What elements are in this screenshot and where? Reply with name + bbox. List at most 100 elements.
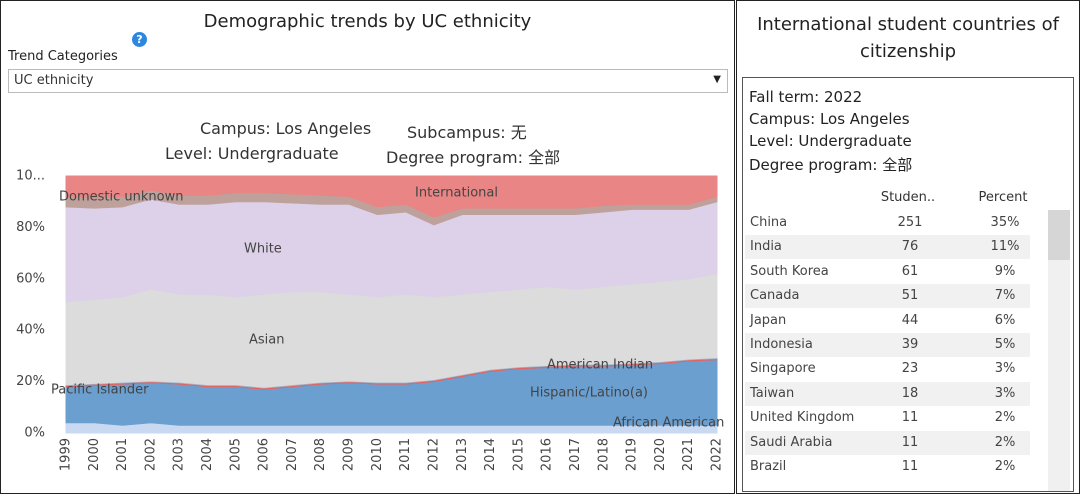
table-row: Taiwan 18 3% (745, 381, 1030, 406)
y-tick-label: 80% (16, 220, 45, 235)
table-row: South Korea 61 9% (745, 260, 1030, 284)
country: Japan (750, 312, 787, 328)
dropdown-value: UC ethnicity (14, 73, 94, 88)
percent: 9% (994, 263, 1016, 279)
table-row: Japan 44 6% (745, 309, 1030, 333)
count: 251 (897, 215, 923, 230)
count: 11 (901, 459, 919, 474)
column-header: Studen.. (880, 190, 936, 205)
scrollbar[interactable] (1048, 210, 1070, 491)
table-row: United Kingdom 11 2% (745, 406, 1030, 430)
panel-title: International student countries of citiz… (757, 14, 1059, 62)
x-tick-label: 1999 (59, 438, 74, 471)
count: 11 (901, 434, 919, 450)
x-tick-label: 2003 (172, 438, 187, 471)
x-tick-label: 2017 (568, 438, 583, 471)
country: Brazil (750, 459, 787, 474)
percent: 6% (994, 312, 1016, 328)
panel-title: Demographic trends by UC ethnicity (203, 11, 532, 32)
count: 76 (901, 239, 919, 255)
percent: 7% (994, 288, 1016, 304)
area (65, 175, 718, 218)
x-tick-label: 2014 (483, 438, 498, 471)
x-tick-label: 2018 (596, 438, 611, 471)
table-row: Brazil 11 2% (745, 455, 1030, 479)
percent: 2% (994, 434, 1016, 450)
scroll-thumb[interactable] (1048, 210, 1070, 260)
y-tick-label: 20% (16, 374, 45, 389)
info-text: Campus: Los Angeles (749, 110, 910, 128)
country: Canada (750, 288, 800, 304)
x-tick-label: 2009 (342, 438, 357, 471)
x-tick-label: 2007 (285, 438, 300, 471)
x-tick-label: 2010 (370, 438, 385, 471)
x-tick-label: 2004 (200, 438, 215, 471)
percent: 5% (994, 337, 1016, 352)
series-label: African American (613, 416, 724, 431)
info-text: Degree program: 全部 (386, 148, 561, 167)
series-label: International (415, 186, 498, 201)
series-label: Pacific Islander (51, 383, 149, 398)
series-label: Asian (249, 333, 284, 348)
series-label: Domestic unknown (59, 190, 183, 205)
chart: 0% 20% 40% 60% 80% 10... 1999 2000 2001 2002 2003 2… (16, 169, 724, 472)
country: Indonesia (750, 337, 813, 352)
x-tick-label: 2020 (653, 438, 668, 471)
help-icon[interactable]: ? (132, 32, 147, 47)
info-text: Degree program: 全部 (749, 156, 913, 174)
percent: 3% (994, 361, 1016, 377)
percent: 11% (990, 239, 1020, 255)
table-row: India 76 11% (745, 235, 1030, 260)
country: India (750, 239, 782, 255)
y-tick-label: 10... (16, 169, 45, 184)
x-tick-label: 2015 (511, 438, 526, 471)
count: 61 (901, 263, 919, 279)
info-text: Subcampus: 无 (407, 123, 527, 142)
count: 51 (901, 288, 919, 304)
info-text: Campus: Los Angeles (200, 119, 372, 138)
x-tick-label: 2012 (426, 438, 441, 471)
info-text: Level: Undergraduate (749, 132, 912, 150)
x-tick-label: 2011 (398, 438, 413, 471)
y-tick-label: 60% (16, 271, 45, 286)
x-tick-label: 2019 (625, 438, 640, 471)
series-label: American Indian (547, 358, 653, 373)
table-row: Singapore 23 3% (745, 357, 1030, 381)
column-header: Percent (978, 190, 1028, 205)
series-label: Hispanic/Latino(a) (530, 386, 648, 401)
x-tick-label: 2013 (455, 438, 470, 471)
count: 39 (901, 337, 919, 352)
table-row: Indonesia 39 5% (745, 333, 1030, 357)
left-panel: Demographic trends by UC ethnicity ? Tre… (0, 0, 735, 494)
x-tick-label: 2005 (228, 438, 243, 471)
series-label: White (244, 242, 282, 257)
x-tick-label: 2006 (257, 438, 272, 471)
table-row: China 251 35% (745, 211, 1030, 235)
y-tick-label: 0% (24, 426, 45, 441)
x-tick-label: 2021 (681, 438, 696, 471)
country: Taiwan (750, 385, 795, 401)
filter-label: Trend Categories (8, 49, 118, 64)
percent: 2% (994, 459, 1016, 474)
dropdown-arrow: ▼ (713, 74, 721, 85)
count: 23 (901, 361, 919, 377)
country: United Kingdom (750, 410, 855, 426)
count: 11 (901, 410, 919, 426)
table-row: Saudi Arabia 11 2% (745, 430, 1030, 455)
percent: 35% (990, 215, 1020, 230)
info-text: Fall term: 2022 (749, 88, 863, 106)
count: 18 (901, 385, 919, 401)
y-tick-label: 40% (16, 323, 45, 338)
x-tick-label: 2000 (87, 438, 102, 471)
table-row: Canada 51 7% (745, 284, 1030, 309)
country: South Korea (750, 263, 829, 279)
right-panel: International student countries of citiz… (736, 0, 1080, 494)
table-box: Fall term: 2022 Campus: Los Angeles Level:… (742, 77, 1074, 492)
x-tick-label: 2001 (115, 438, 130, 471)
percent: 2% (994, 410, 1016, 426)
country: Singapore (750, 361, 816, 377)
dropdown[interactable]: UC ethnicity ▼ (8, 69, 728, 93)
percent: 3% (994, 385, 1016, 401)
info-text: Level: Undergraduate (165, 144, 339, 163)
